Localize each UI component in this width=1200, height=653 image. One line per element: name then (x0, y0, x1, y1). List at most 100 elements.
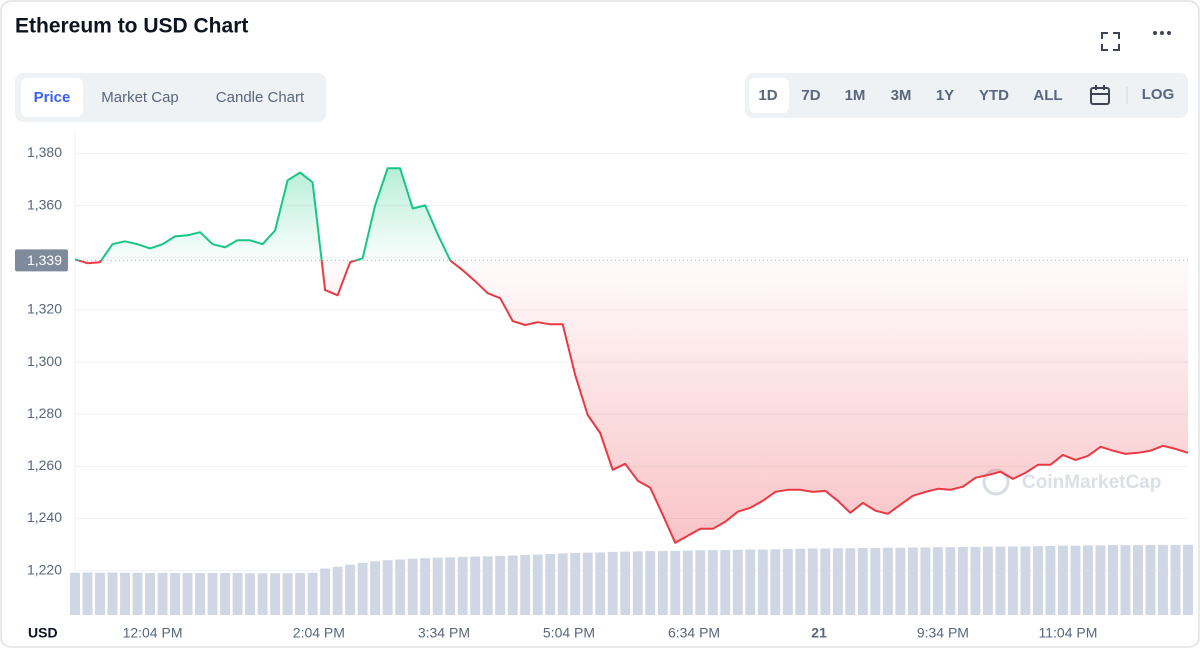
volume-bar (457, 556, 468, 615)
volume-bar (532, 554, 543, 615)
volume-bar (1145, 544, 1156, 615)
volume-bar (920, 547, 931, 615)
volume-bar (1095, 545, 1106, 615)
y-tick-label: 1,240 (27, 509, 62, 525)
volume-bar (757, 549, 768, 615)
x-tick-label: 2:04 PM (293, 625, 345, 641)
range-button[interactable]: 1D (758, 87, 777, 104)
baseline-label: 1,339 (27, 252, 62, 268)
range-button[interactable]: 1Y (936, 87, 954, 104)
volume-bar (907, 547, 918, 615)
volume-bar (1183, 544, 1193, 615)
tab[interactable]: Candle Chart (216, 89, 305, 106)
volume-bar (982, 546, 993, 615)
tab[interactable]: Price (34, 89, 71, 106)
volume-bar (170, 573, 180, 615)
log-button[interactable]: LOG (1142, 86, 1175, 103)
range-button[interactable]: 3M (891, 87, 912, 104)
price-area (75, 168, 1188, 543)
volume-bar (107, 572, 118, 615)
volume-bar (407, 558, 418, 615)
volume-bar (295, 573, 306, 615)
volume-bar (182, 573, 193, 615)
volume-bar (357, 562, 368, 615)
range-button[interactable]: 7D (801, 87, 820, 104)
volume-bar (1045, 545, 1056, 615)
volume-bar (820, 548, 831, 615)
volume-bar (257, 573, 268, 615)
volume-bar (520, 555, 531, 615)
volume-bar (857, 547, 868, 615)
volume-bar (395, 559, 406, 615)
fullscreen-icon[interactable] (1101, 32, 1120, 51)
volume-bar (970, 546, 981, 615)
volume-bar (270, 573, 281, 615)
volume-bar (1133, 545, 1143, 615)
volume-bar (1032, 546, 1043, 615)
volume-bar (557, 553, 568, 615)
volume-bar (957, 546, 968, 615)
x-tick-label: 6:34 PM (668, 625, 720, 641)
volume-bar (195, 573, 206, 615)
range-button[interactable]: 1M (845, 87, 866, 104)
x-tick-label: 5:04 PM (543, 625, 595, 641)
volume-bar (620, 551, 631, 615)
volume-bar (545, 553, 556, 615)
watermark: CoinMarketCap (1022, 472, 1161, 493)
volume-bar (420, 558, 431, 615)
tab[interactable]: Market Cap (101, 89, 179, 106)
y-tick-label: 1,380 (27, 144, 62, 160)
volume-bar (345, 564, 356, 615)
y-tick-label: 1,300 (27, 353, 62, 369)
volume-bar (282, 573, 293, 615)
tab-group (15, 73, 326, 122)
volume-bar (95, 572, 105, 615)
volume-bar (1070, 545, 1081, 615)
volume-bar (157, 572, 168, 615)
volume-bar (870, 547, 881, 615)
volume-bar (607, 551, 618, 615)
volume-bar (307, 572, 318, 615)
volume-bar (482, 556, 493, 615)
volume-bar (132, 572, 143, 615)
y-tick-label: 1,260 (27, 457, 62, 473)
volume-bar (782, 549, 793, 615)
currency-label: USD (28, 625, 58, 641)
volume-bar (832, 548, 843, 615)
volume-bar (795, 548, 806, 615)
volume-bar (1108, 545, 1118, 615)
volume-bar (582, 552, 593, 615)
volume-bar (320, 568, 331, 615)
volume-bar (1007, 546, 1018, 615)
volume-bar (120, 572, 130, 615)
volume-bar (695, 550, 706, 615)
volume-bar (732, 549, 743, 615)
calendar-icon[interactable] (1090, 85, 1110, 105)
range-button[interactable]: YTD (979, 87, 1009, 104)
volume-bar (932, 547, 943, 615)
volume-bar (207, 573, 218, 615)
volume-bar (432, 557, 443, 615)
volume-bar (570, 552, 581, 615)
range-button[interactable]: ALL (1033, 87, 1062, 104)
volume-bar (1170, 544, 1181, 615)
volume-bar (1020, 546, 1031, 615)
more-icon[interactable] (1153, 31, 1171, 35)
volume-bar (995, 546, 1006, 615)
active-tab-bg (21, 78, 83, 117)
volume-bar (245, 573, 256, 615)
volume-bar (470, 556, 481, 615)
volume-bar (82, 572, 93, 615)
x-tick-label: 11:04 PM (1039, 625, 1098, 641)
volume-bar (807, 548, 818, 615)
chart-title: Ethereum to USD Chart (15, 15, 248, 38)
x-tick-label: 9:34 PM (917, 625, 969, 641)
volume-bar (657, 551, 668, 615)
y-tick-label: 1,320 (27, 301, 62, 317)
volume-bar (895, 547, 906, 615)
volume-bar (770, 549, 781, 615)
volume-bar (882, 547, 893, 615)
y-tick-label: 1,360 (27, 196, 62, 212)
